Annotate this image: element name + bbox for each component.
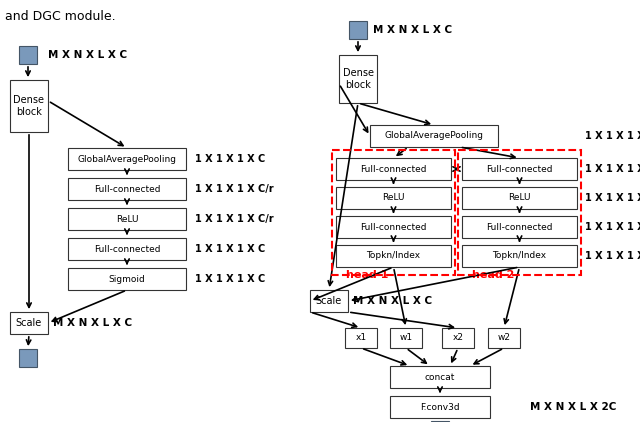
Text: 1 X 1 X 1 X C: 1 X 1 X 1 X C (585, 131, 640, 141)
Text: GlobalAveragePooling: GlobalAveragePooling (77, 154, 177, 163)
Text: 1 X 1 X 1 X C: 1 X 1 X 1 X C (195, 244, 265, 254)
Text: x2: x2 (452, 333, 463, 343)
Text: w1: w1 (399, 333, 413, 343)
Bar (68, 178, 186, 200)
Bar (390, 328, 422, 348)
Text: 1 X 1 X 1 X C/r: 1 X 1 X 1 X C/r (585, 164, 640, 174)
Text: 1 X 1 X 1 X C/r: 1 X 1 X 1 X C/r (585, 193, 640, 203)
Text: head 1: head 1 (346, 270, 388, 280)
Text: x1: x1 (355, 333, 367, 343)
Text: GlobalAveragePooling: GlobalAveragePooling (385, 132, 483, 141)
Bar (462, 216, 577, 238)
Bar (458, 150, 581, 275)
Text: M X N X L X C: M X N X L X C (373, 25, 452, 35)
Text: Full-connected: Full-connected (486, 165, 553, 173)
Text: Full-connected: Full-connected (93, 184, 160, 194)
Bar (462, 158, 577, 180)
Bar (345, 328, 377, 348)
Text: ReLU: ReLU (116, 214, 138, 224)
Text: concat: concat (425, 373, 455, 381)
Text: Topkn/Index: Topkn/Index (367, 252, 420, 260)
Text: Topkn/Index: Topkn/Index (492, 252, 547, 260)
Text: M X N X L X C: M X N X L X C (353, 296, 432, 306)
Bar (462, 187, 577, 209)
Text: Full-connected: Full-connected (360, 222, 427, 232)
Text: 1 X 1 X 1 X C: 1 X 1 X 1 X C (195, 154, 265, 164)
Text: Full-connected: Full-connected (360, 165, 427, 173)
Text: ReLU: ReLU (508, 194, 531, 203)
Bar (68, 238, 186, 260)
Text: F.conv3d: F.conv3d (420, 403, 460, 411)
Bar (462, 245, 577, 267)
Text: and DGC module.: and DGC module. (5, 10, 116, 23)
Text: Dense
block: Dense block (342, 68, 374, 90)
Bar (390, 366, 490, 388)
Bar (488, 328, 520, 348)
Bar (19, 349, 37, 367)
Text: 1 X 1 X 1 X C: 1 X 1 X 1 X C (585, 222, 640, 232)
Text: M X N X L X 2C: M X N X L X 2C (530, 402, 616, 412)
Text: Full-connected: Full-connected (93, 244, 160, 254)
Text: M X N X L X C: M X N X L X C (48, 50, 127, 60)
Text: Full-connected: Full-connected (486, 222, 553, 232)
Bar (68, 268, 186, 290)
Bar (336, 187, 451, 209)
Bar (10, 80, 48, 132)
Text: 1 X 1 X 1 X C/r: 1 X 1 X 1 X C/r (195, 184, 274, 194)
Bar (431, 421, 449, 422)
Bar (339, 55, 377, 103)
Text: 1 X 1 X 1 X C: 1 X 1 X 1 X C (195, 274, 265, 284)
Bar (10, 312, 48, 334)
Bar (336, 216, 451, 238)
Bar (442, 328, 474, 348)
Text: Scale: Scale (16, 318, 42, 328)
Bar (336, 245, 451, 267)
Bar (68, 148, 186, 170)
Bar (370, 125, 498, 147)
Text: Sigmoid: Sigmoid (109, 274, 145, 284)
Bar (310, 290, 348, 312)
Text: w2: w2 (497, 333, 511, 343)
Text: ReLU: ReLU (382, 194, 404, 203)
Bar (390, 396, 490, 418)
Text: head 2: head 2 (472, 270, 515, 280)
Text: 1 X 1 X 1 X C: 1 X 1 X 1 X C (585, 251, 640, 261)
Text: M X N X L X C: M X N X L X C (53, 318, 132, 328)
Text: Scale: Scale (316, 296, 342, 306)
Text: Dense
block: Dense block (13, 95, 45, 117)
Bar (336, 158, 451, 180)
Bar (332, 150, 455, 275)
Bar (349, 21, 367, 39)
Text: 1 X 1 X 1 X C/r: 1 X 1 X 1 X C/r (195, 214, 274, 224)
Bar (68, 208, 186, 230)
Bar (19, 46, 37, 64)
